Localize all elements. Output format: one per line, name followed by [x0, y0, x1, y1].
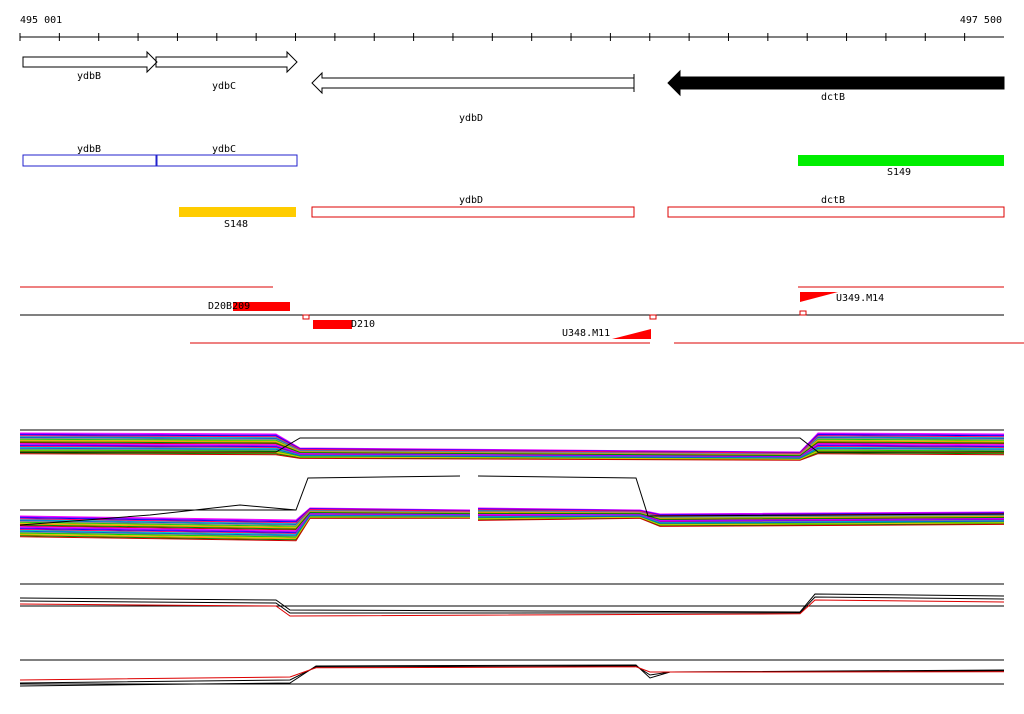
cds-label: ydbB: [77, 144, 101, 155]
track-1-line: [19, 435, 1005, 454]
probe-label: D20B209: [208, 301, 250, 312]
expression-tracks: [19, 429, 1005, 687]
ruler-end: 497 500: [960, 15, 1002, 26]
track-2-line: [19, 515, 471, 536]
track-1-line: [19, 453, 1005, 461]
arrow-ydbB: [22, 50, 158, 74]
track-3-line: [19, 596, 1005, 614]
track-2-line: [19, 517, 471, 542]
cds-box: [156, 154, 298, 167]
transcript-box: [667, 206, 1005, 218]
track-2-line: [19, 511, 471, 530]
site-box: [179, 207, 296, 217]
site-label: S149: [887, 167, 911, 178]
track-4-line: [19, 666, 1005, 681]
track-2-line: [19, 508, 471, 524]
track-2-line: [477, 516, 1005, 526]
site-label: S148: [224, 219, 248, 230]
cds-box: [22, 154, 157, 167]
track-2-line: [19, 504, 297, 526]
track-2-line: [477, 514, 1005, 522]
gene-label: ydbB: [77, 71, 101, 82]
gene-arrows: [22, 50, 1005, 97]
site-box: [798, 155, 1004, 166]
track-2-line: [19, 516, 471, 539]
track-3-line: [19, 593, 1005, 613]
probe-label: U349.M14: [836, 293, 884, 304]
track-2-line: [477, 517, 1005, 527]
arrow-dctB: [667, 69, 1005, 97]
ruler-start: 495 001: [20, 15, 62, 26]
track-2-line: [477, 512, 1005, 520]
track-1-line: [19, 437, 1005, 455]
track-2-line: [477, 475, 1005, 517]
track-2-line: [477, 515, 1005, 524]
track-1-line: [19, 447, 1005, 459]
track-2-line: [477, 510, 1005, 518]
transcript-label: ydbD: [459, 195, 483, 206]
track-1-line: [19, 444, 1005, 458]
probe-track: [20, 286, 1024, 344]
arrow-ydbD: [311, 71, 635, 95]
track-2-line: [19, 510, 471, 526]
track-2-line: [20, 475, 461, 511]
track-4-line: [19, 664, 1005, 687]
cds-label: ydbC: [212, 144, 236, 155]
ruler-ticks: [19, 33, 966, 41]
track-1-line: [19, 441, 1005, 457]
transcript-label: dctB: [821, 195, 845, 206]
track-3-line: [19, 599, 1005, 617]
probe-label: D210: [351, 319, 375, 330]
gene-label: ydbD: [459, 113, 483, 124]
arrow-ydbC: [155, 50, 298, 74]
track-4-line: [19, 665, 1005, 684]
track-1-line: [20, 437, 1004, 453]
probe-label: U348.M11: [562, 328, 610, 339]
gene-label: ydbC: [212, 81, 236, 92]
track-2-line: [19, 513, 471, 533]
transcript-box: [311, 206, 635, 218]
gene-label: dctB: [821, 92, 845, 103]
